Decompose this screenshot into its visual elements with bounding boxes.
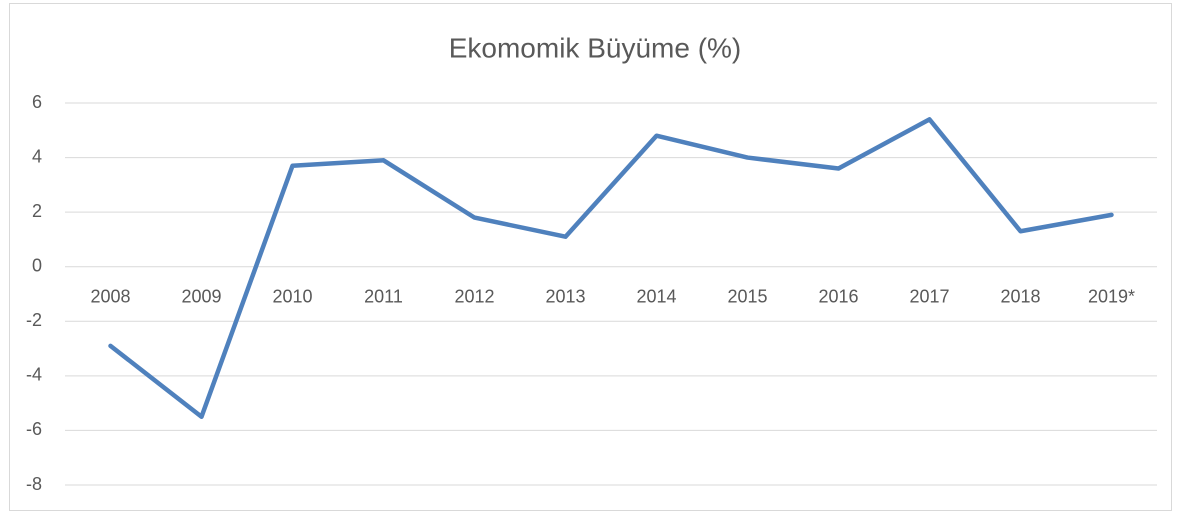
x-tick-label: 2011 [364,286,403,306]
y-tick-label: 6 [32,92,42,112]
y-tick-label: 2 [32,201,42,221]
x-tick-label: 2016 [818,286,858,306]
y-tick-label: -6 [26,419,42,439]
x-tick-label: 2009 [181,286,221,306]
x-tick-label: 2014 [636,286,676,306]
x-tick-label: 2010 [272,286,312,306]
y-tick-label: -2 [26,310,42,330]
x-tick-label: 2018 [1000,286,1040,306]
x-tick-label: 2015 [727,286,767,306]
y-tick-label: -8 [26,474,42,494]
chart-title: Ekomomik Büyüme (%) [449,32,742,63]
line-series [108,117,1114,420]
x-tick-label: 2019* [1088,286,1135,306]
chart-border [9,3,1172,511]
x-tick-label: 2008 [90,286,130,306]
x-tick-label: 2012 [454,286,494,306]
y-tick-label: 0 [32,255,42,275]
y-tick-label: -4 [26,365,42,385]
y-tick-label: 4 [32,146,42,166]
x-tick-label: 2017 [909,286,949,306]
x-tick-label: 2013 [545,286,585,306]
